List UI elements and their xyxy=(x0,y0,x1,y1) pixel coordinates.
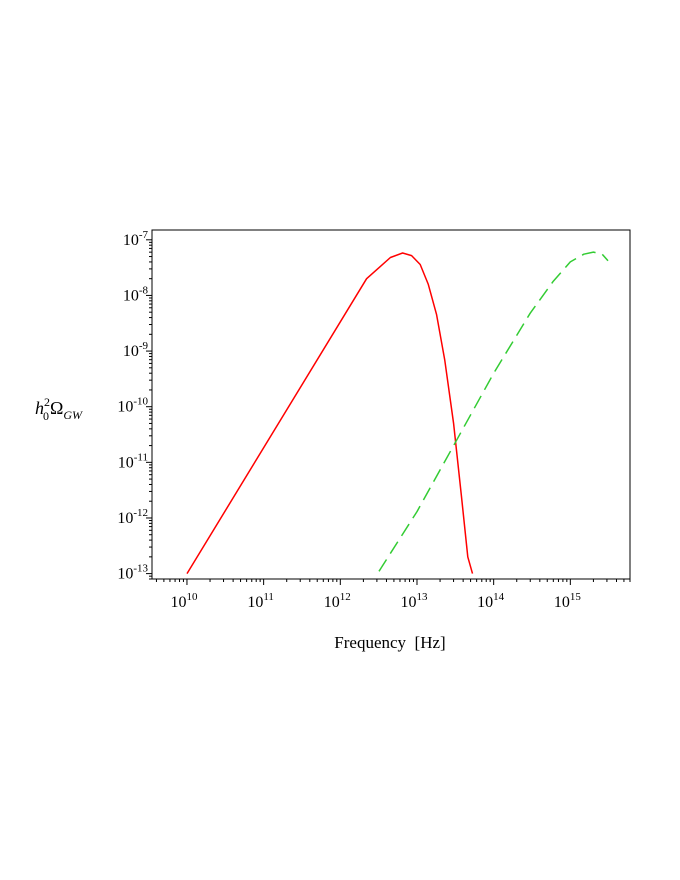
series-line-1 xyxy=(186,252,474,574)
x-tick-label: 1011 xyxy=(247,591,274,611)
series-layer xyxy=(186,251,609,574)
y-tick-label: 10-13 xyxy=(117,563,148,583)
y-tick-label: 10-7 xyxy=(123,229,149,249)
series-line-2 xyxy=(378,251,609,572)
x-axis-ticks xyxy=(155,579,631,585)
plot-frame xyxy=(151,229,631,580)
x-tick-label: 1013 xyxy=(400,591,428,611)
x-tick-label: 1014 xyxy=(477,591,505,611)
y-tick-label: 10-11 xyxy=(118,451,148,471)
y-axis-title: h2 0ΩGW xyxy=(35,395,83,423)
y-axis-title-sup: 2 xyxy=(44,395,50,409)
x-tick-label: 1012 xyxy=(324,591,351,611)
y-axis-title-symbol: Ω xyxy=(50,398,63,418)
y-tick-label: 10-8 xyxy=(123,284,149,304)
x-tick-label: 1010 xyxy=(170,591,198,611)
y-tick-label: 10-9 xyxy=(123,340,149,360)
y-axis-ticks xyxy=(146,239,152,580)
y-axis-title-symbol-sub: GW xyxy=(63,408,83,422)
y-axis-tick-labels: 10-7 10-8 10-9 10-10 10-11 10-12 10-13 xyxy=(117,229,148,583)
x-axis-title: Frequency [Hz] xyxy=(334,633,445,652)
y-axis-title-base: h xyxy=(35,398,44,418)
x-axis-tick-labels: 1010 1011 1012 1013 1014 1015 xyxy=(170,591,581,611)
y-axis-title-sub: 0 xyxy=(43,409,49,423)
x-tick-label: 1015 xyxy=(554,591,582,611)
y-tick-label: 10-12 xyxy=(117,507,148,527)
y-tick-label: 10-10 xyxy=(117,396,148,416)
